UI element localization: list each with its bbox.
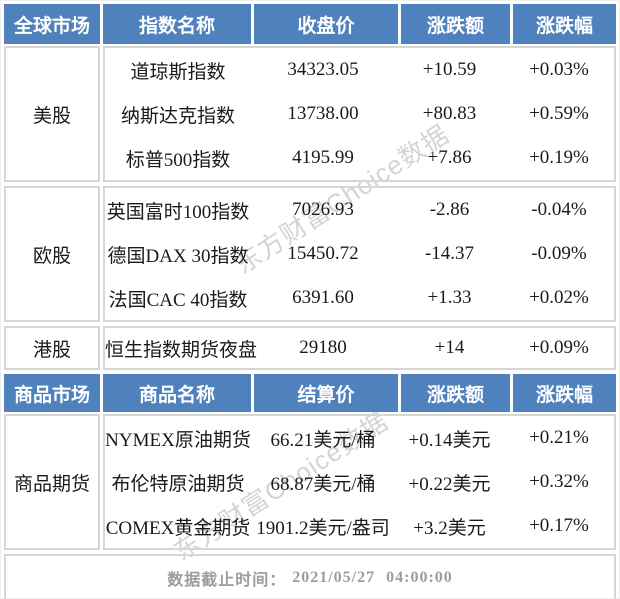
change-percent: +0.32% bbox=[529, 471, 589, 492]
table-row: 标普500指数 4195.99 +7.86 +0.19% bbox=[105, 136, 614, 180]
global-market-header-row: 全球市场 指数名称 收盘价 涨跌额 涨跌幅 bbox=[4, 4, 616, 44]
index-name: 德国DAX 30指数 bbox=[107, 245, 249, 267]
table-row: 法国CAC 40指数 6391.60 +1.33 +0.02% bbox=[105, 276, 614, 320]
change-percent: +0.19% bbox=[529, 147, 589, 168]
section-eu-stocks: 欧股 英国富时100指数 7026.93 -2.86 -0.04% 德国DAX … bbox=[4, 186, 616, 322]
close-price: 4195.99 bbox=[292, 147, 354, 168]
table-row: 纳斯达克指数 13738.00 +80.83 +0.59% bbox=[105, 92, 614, 136]
change-percent: +0.21% bbox=[529, 427, 589, 448]
change-amount: +0.14美元 bbox=[408, 429, 491, 451]
change-amount: +1.33 bbox=[427, 287, 472, 308]
settlement-price: 68.87美元/桶 bbox=[270, 473, 376, 495]
footer-timestamp: 2021/05/27 04:00:00 bbox=[292, 568, 453, 586]
header-change-amount: 涨跌额 bbox=[401, 4, 510, 44]
close-price: 13738.00 bbox=[287, 103, 359, 124]
settlement-price: 66.21美元/桶 bbox=[270, 429, 376, 451]
category-label: 美股 bbox=[4, 46, 100, 182]
change-percent: -0.09% bbox=[531, 243, 587, 264]
close-price: 29180 bbox=[299, 337, 347, 358]
category-label: 商品期货 bbox=[4, 414, 100, 550]
index-name: 道琼斯指数 bbox=[130, 61, 226, 83]
header-commodity-name: 商品名称 bbox=[103, 374, 251, 412]
table-row: 道琼斯指数 34323.05 +10.59 +0.03% bbox=[105, 48, 614, 92]
header-change-percent: 涨跌幅 bbox=[513, 4, 616, 44]
header-change-amount: 涨跌额 bbox=[401, 374, 510, 412]
table-row: 英国富时100指数 7026.93 -2.86 -0.04% bbox=[105, 188, 614, 232]
close-price: 6391.60 bbox=[292, 287, 354, 308]
change-percent: +0.02% bbox=[529, 287, 589, 308]
footer-label: 数据截止时间： bbox=[167, 571, 287, 589]
table-row: NYMEX原油期货 66.21美元/桶 +0.14美元 +0.21% bbox=[105, 416, 614, 460]
close-price: 15450.72 bbox=[287, 243, 359, 264]
change-percent: +0.09% bbox=[529, 337, 589, 358]
header-global-market: 全球市场 bbox=[4, 4, 100, 44]
index-name: 法国CAC 40指数 bbox=[108, 289, 248, 311]
section-us-stocks: 美股 道琼斯指数 34323.05 +10.59 +0.03% 纳斯达克指数 1… bbox=[4, 46, 616, 182]
table-row: COMEX黄金期货 1901.2美元/盎司 +3.2美元 +0.17% bbox=[105, 504, 614, 548]
header-commodity-market: 商品市场 bbox=[4, 374, 100, 412]
category-label: 欧股 bbox=[4, 186, 100, 322]
table-stack: 全球市场 指数名称 收盘价 涨跌额 涨跌幅 美股 道琼斯指数 34323.05 … bbox=[4, 4, 616, 599]
commodity-name: NYMEX原油期货 bbox=[105, 429, 251, 451]
header-close-price: 收盘价 bbox=[254, 4, 398, 44]
change-amount: +14 bbox=[434, 337, 465, 358]
index-name: 纳斯达克指数 bbox=[120, 105, 235, 127]
close-price: 7026.93 bbox=[292, 199, 354, 220]
change-amount: +80.83 bbox=[422, 103, 477, 124]
header-settlement-price: 结算价 bbox=[254, 374, 398, 412]
section-data: 英国富时100指数 7026.93 -2.86 -0.04% 德国DAX 30指… bbox=[103, 186, 616, 322]
section-data: 道琼斯指数 34323.05 +10.59 +0.03% 纳斯达克指数 1373… bbox=[103, 46, 616, 182]
settlement-price: 1901.2美元/盎司 bbox=[256, 517, 390, 539]
change-percent: +0.17% bbox=[529, 515, 589, 536]
index-name: 标普500指数 bbox=[125, 149, 231, 171]
change-amount: +7.86 bbox=[427, 147, 472, 168]
category-label: 港股 bbox=[4, 326, 100, 370]
header-index-name: 指数名称 bbox=[103, 4, 251, 44]
section-hk-stocks: 港股 恒生指数期货夜盘 29180 +14 +0.09% bbox=[4, 326, 616, 370]
table-row: 德国DAX 30指数 15450.72 -14.37 -0.09% bbox=[105, 232, 614, 276]
close-price: 34323.05 bbox=[287, 59, 359, 80]
header-change-percent: 涨跌幅 bbox=[513, 374, 616, 412]
change-percent: +0.59% bbox=[529, 103, 589, 124]
commodity-name: 布伦特原油期货 bbox=[111, 473, 245, 495]
table-row: 布伦特原油期货 68.87美元/桶 +0.22美元 +0.32% bbox=[105, 460, 614, 504]
data-cutoff-footer: 数据截止时间： 2021/05/27 04:00:00 bbox=[4, 554, 616, 599]
change-amount: -14.37 bbox=[424, 243, 475, 264]
index-name: 恒生指数期货夜盘 bbox=[105, 339, 258, 361]
change-percent: -0.04% bbox=[531, 199, 587, 220]
commodity-name: COMEX黄金期货 bbox=[105, 517, 251, 539]
table-row: 恒生指数期货夜盘 29180 +14 +0.09% bbox=[105, 328, 614, 368]
change-amount: +10.59 bbox=[422, 59, 477, 80]
change-percent: +0.03% bbox=[529, 59, 589, 80]
section-data: 恒生指数期货夜盘 29180 +14 +0.09% bbox=[103, 326, 616, 370]
index-name: 英国富时100指数 bbox=[106, 201, 250, 223]
section-data: NYMEX原油期货 66.21美元/桶 +0.14美元 +0.21% 布伦特原油… bbox=[103, 414, 616, 550]
section-commodity-futures: 商品期货 NYMEX原油期货 66.21美元/桶 +0.14美元 +0.21% … bbox=[4, 414, 616, 550]
change-amount: -2.86 bbox=[429, 199, 470, 220]
commodity-market-header-row: 商品市场 商品名称 结算价 涨跌额 涨跌幅 bbox=[4, 374, 616, 412]
change-amount: +0.22美元 bbox=[408, 473, 491, 495]
change-amount: +3.2美元 bbox=[413, 517, 486, 539]
